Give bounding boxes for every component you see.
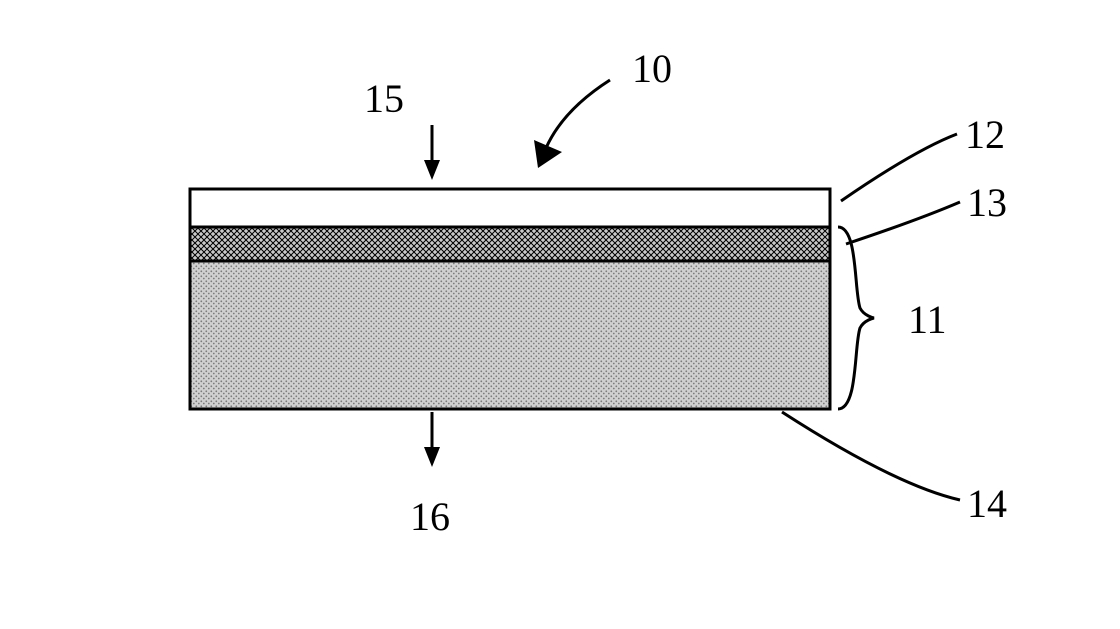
label-14: 14 (967, 481, 1007, 526)
layer-12 (190, 189, 830, 227)
arrow-10 (534, 80, 610, 168)
label-10: 10 (632, 46, 672, 91)
layer-14 (190, 261, 830, 409)
callout-14 (782, 412, 960, 500)
layer-stack-diagram: 10 12 13 11 14 15 16 (0, 0, 1120, 629)
callout-12 (841, 134, 957, 201)
brace-11 (838, 227, 874, 409)
layer-13 (190, 227, 830, 261)
label-16: 16 (410, 494, 450, 539)
arrow-15 (424, 125, 440, 180)
label-15: 15 (364, 76, 404, 121)
label-12: 12 (965, 112, 1005, 157)
callout-13 (846, 202, 960, 244)
label-11: 11 (908, 297, 947, 342)
layer-stack (190, 189, 830, 409)
label-13: 13 (967, 180, 1007, 225)
arrow-16 (424, 412, 440, 467)
